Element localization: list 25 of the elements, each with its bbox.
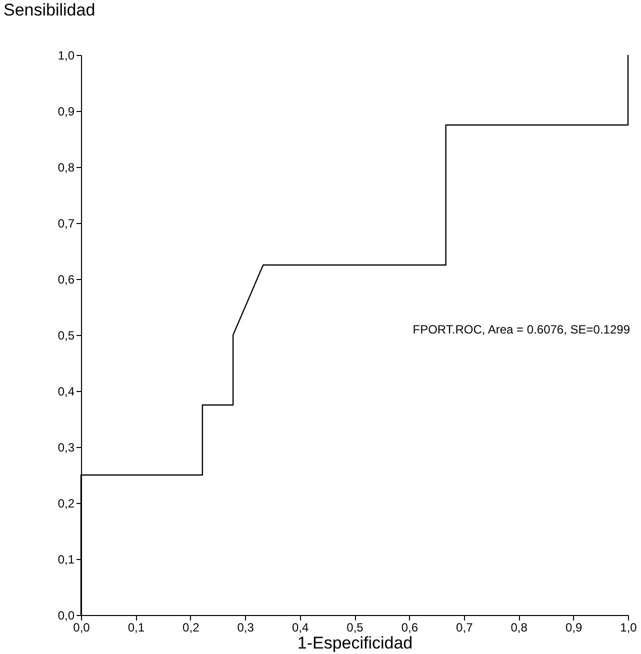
x-tick-label: 0,5	[346, 620, 364, 634]
y-tick-label: 0,7	[58, 216, 75, 230]
x-tick-label: 1,0	[620, 620, 638, 634]
y-tick-label: 0,2	[58, 496, 75, 510]
text: FPORT.ROC, Area = 0.6076, SE=0.1299	[412, 322, 630, 336]
y-axis-title: Sensibilidad	[4, 0, 96, 20]
x-tick-label: 0,3	[237, 620, 254, 634]
y-tick-label: 0,9	[58, 104, 75, 118]
x-tick-label: 0,8	[510, 620, 528, 634]
y-tick-label: 0,8	[58, 160, 75, 174]
x-tick-label: 0,0	[73, 620, 90, 634]
y-tick-label: 0,0	[58, 608, 75, 622]
x-tick-label: 0,7	[456, 620, 474, 634]
y-tick-label: 0,6	[58, 272, 75, 286]
x-tick-label: 0,4	[292, 620, 309, 634]
x-axis-title: 1-Especificidad	[297, 634, 413, 652]
y-tick-label: 0,3	[58, 440, 75, 454]
x-tick-label: 0,6	[401, 620, 418, 634]
y-tick-label: 0,1	[58, 552, 75, 566]
x-tick-label: 0,1	[128, 620, 145, 634]
x-tick-label: 0,2	[182, 620, 200, 634]
y-tick-label: 0,4	[58, 384, 75, 398]
x-tick-label: 0,9	[565, 620, 582, 634]
y-tick-label: 0,5	[58, 328, 75, 342]
y-tick-label: 1,0	[58, 48, 75, 62]
